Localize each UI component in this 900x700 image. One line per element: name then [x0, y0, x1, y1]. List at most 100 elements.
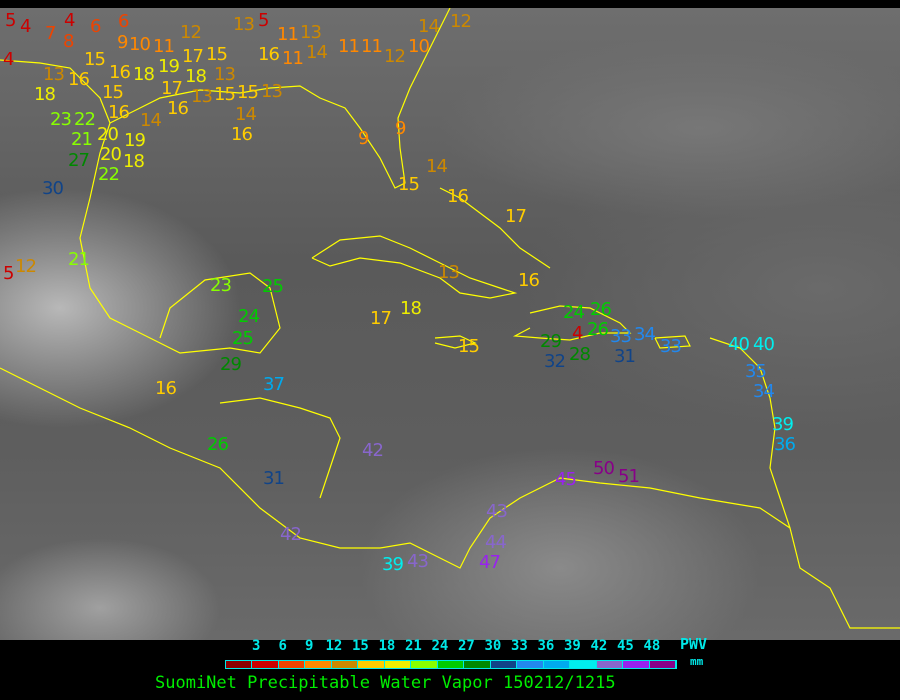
station-pwv-value: 34 [753, 381, 775, 402]
station-pwv-value: 26 [590, 299, 612, 320]
legend-swatch [517, 661, 544, 668]
station-pwv-value: 45 [555, 469, 577, 490]
central-america-north [219, 397, 341, 499]
legend-swatch [252, 661, 279, 668]
station-pwv-value: 13 [233, 14, 255, 35]
legend-tick: 24 [431, 638, 449, 654]
station-pwv-value: 5 [3, 263, 14, 284]
station-pwv-value: 11 [282, 48, 304, 69]
station-pwv-value: 22 [74, 109, 96, 130]
station-pwv-value: 10 [408, 36, 430, 57]
station-pwv-value: 16 [447, 186, 469, 207]
station-pwv-value: 15 [214, 84, 236, 105]
legend-tick: 27 [458, 638, 475, 654]
station-pwv-value: 14 [235, 104, 257, 125]
station-pwv-value: 30 [42, 178, 64, 199]
station-pwv-value: 13 [43, 64, 65, 85]
legend-unit-pwv: PWV [680, 635, 708, 653]
legend-tick: 48 [643, 638, 661, 654]
station-pwv-value: 17 [505, 206, 527, 227]
cuba [311, 235, 518, 299]
station-pwv-value: 16 [518, 270, 540, 291]
legend-swatch [437, 661, 465, 668]
station-pwv-value: 26 [587, 319, 609, 340]
central-america [0, 367, 900, 629]
station-pwv-value: 18 [34, 84, 56, 105]
station-pwv-value: 5 [5, 10, 16, 31]
station-pwv-value: 18 [400, 298, 422, 319]
station-pwv-value: 29 [540, 331, 562, 352]
station-pwv-value: 20 [97, 124, 119, 145]
legend-tick: 6 [278, 638, 287, 654]
station-pwv-value: 16 [155, 378, 177, 399]
station-pwv-value: 17 [161, 78, 183, 99]
station-pwv-value: 13 [214, 64, 236, 85]
station-pwv-value: 23 [210, 275, 232, 296]
station-pwv-value: 12 [450, 11, 472, 32]
legend-swatch [464, 661, 491, 668]
legend-swatch [596, 661, 624, 668]
station-pwv-value: 42 [362, 440, 384, 461]
station-pwv-value: 25 [232, 328, 254, 349]
station-pwv-value: 32 [544, 351, 566, 372]
legend-tick: 15 [352, 638, 369, 654]
puerto-rico [654, 335, 691, 349]
station-pwv-value: 16 [231, 124, 253, 145]
station-pwv-value: 8 [63, 31, 74, 52]
bahamas [439, 187, 551, 269]
legend-swatch [384, 661, 412, 668]
station-pwv-value: 14 [140, 110, 162, 131]
lesser-antilles [709, 337, 791, 529]
station-pwv-value: 13 [438, 262, 460, 283]
station-pwv-value: 18 [185, 66, 207, 87]
station-pwv-value: 35 [745, 361, 767, 382]
station-pwv-value: 19 [158, 56, 180, 77]
station-pwv-value: 15 [458, 336, 480, 357]
station-pwv-value: 24 [563, 302, 585, 323]
legend-tick: 45 [617, 638, 634, 654]
station-pwv-value: 14 [306, 42, 328, 63]
station-pwv-value: 21 [68, 249, 90, 270]
station-pwv-value: 4 [20, 16, 31, 37]
station-pwv-value: 31 [614, 346, 636, 367]
station-pwv-value: 18 [133, 64, 155, 85]
legend-swatch [411, 661, 438, 668]
station-pwv-value: 15 [398, 174, 420, 195]
station-pwv-value: 24 [238, 306, 260, 327]
station-pwv-value: 50 [593, 458, 615, 479]
station-pwv-value: 25 [262, 276, 284, 297]
station-pwv-value: 16 [258, 44, 280, 65]
station-pwv-value: 6 [118, 11, 129, 32]
hispaniola [512, 305, 632, 341]
station-pwv-value: 4 [64, 10, 75, 31]
station-pwv-value: 34 [634, 324, 656, 345]
station-pwv-value: 23 [50, 109, 72, 130]
legend-swatch [358, 661, 385, 668]
legend-swatch [543, 661, 571, 668]
legend-tick: 42 [590, 638, 608, 654]
station-pwv-value: 36 [774, 434, 796, 455]
legend-tick: 9 [305, 638, 314, 654]
station-pwv-value: 5 [258, 10, 269, 31]
station-pwv-value: 17 [370, 308, 392, 329]
station-pwv-value: 33 [660, 336, 682, 357]
legend-swatch [570, 661, 597, 668]
coastlines [0, 8, 900, 629]
station-pwv-value: 14 [418, 16, 440, 37]
station-pwv-value: 31 [263, 468, 285, 489]
station-pwv-value: 40 [728, 334, 750, 355]
station-pwv-value: 12 [180, 22, 202, 43]
station-pwv-value: 14 [426, 156, 448, 177]
station-pwv-value: 44 [485, 532, 507, 553]
station-pwv-value: 13 [261, 81, 283, 102]
legend-tick: 21 [405, 638, 422, 654]
station-pwv-value: 28 [569, 344, 591, 365]
station-pwv-value: 21 [71, 129, 93, 150]
station-pwv-value: 11 [361, 36, 383, 57]
station-pwv-value: 42 [280, 524, 302, 545]
station-pwv-value: 9 [117, 32, 128, 53]
station-pwv-value: 39 [382, 554, 404, 575]
station-pwv-value: 51 [618, 466, 640, 487]
station-pwv-value: 27 [68, 150, 90, 171]
